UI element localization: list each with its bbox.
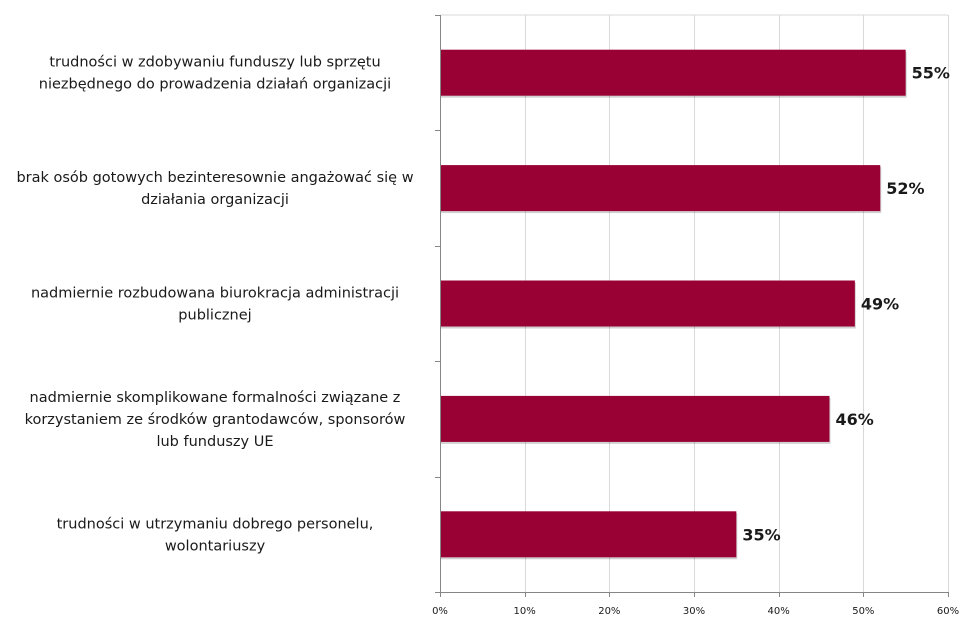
value-label: 46% [835, 410, 873, 429]
value-labels: 55% 52% 49% 46% 35% [742, 64, 950, 545]
x-tick-label: 50% [852, 606, 874, 617]
x-tick-label: 0% [432, 606, 448, 617]
x-tick-label: 60% [937, 606, 959, 617]
x-tick-label: 10% [514, 606, 536, 617]
bar [440, 165, 881, 212]
x-tick-label: 30% [683, 606, 705, 617]
bars [440, 49, 907, 560]
value-label: 49% [861, 295, 899, 314]
category-label: nadmiernie rozbudowana biurokracja admin… [31, 286, 399, 324]
value-label: 55% [912, 64, 950, 83]
x-tick-label: 20% [598, 606, 620, 617]
x-tick-labels: 0% 10% 20% 30% 40% 50% 60% [432, 606, 959, 617]
bar [440, 511, 737, 558]
bar [440, 49, 906, 96]
value-label: 52% [886, 179, 924, 198]
value-label: 35% [742, 525, 780, 544]
axes [435, 15, 949, 597]
bar [440, 280, 855, 327]
bar [440, 395, 830, 442]
category-label: nadmiernie skomplikowane formalności zwi… [25, 390, 406, 450]
category-label: trudności w utrzymaniu dobrego personelu… [57, 516, 374, 554]
x-tick-label: 40% [768, 606, 790, 617]
category-labels: trudności w zdobywaniu funduszy lub sprz… [16, 55, 413, 555]
category-label: brak osób gotowych bezinteresownie angaż… [16, 170, 413, 208]
category-label: trudności w zdobywaniu funduszy lub sprz… [39, 55, 391, 93]
